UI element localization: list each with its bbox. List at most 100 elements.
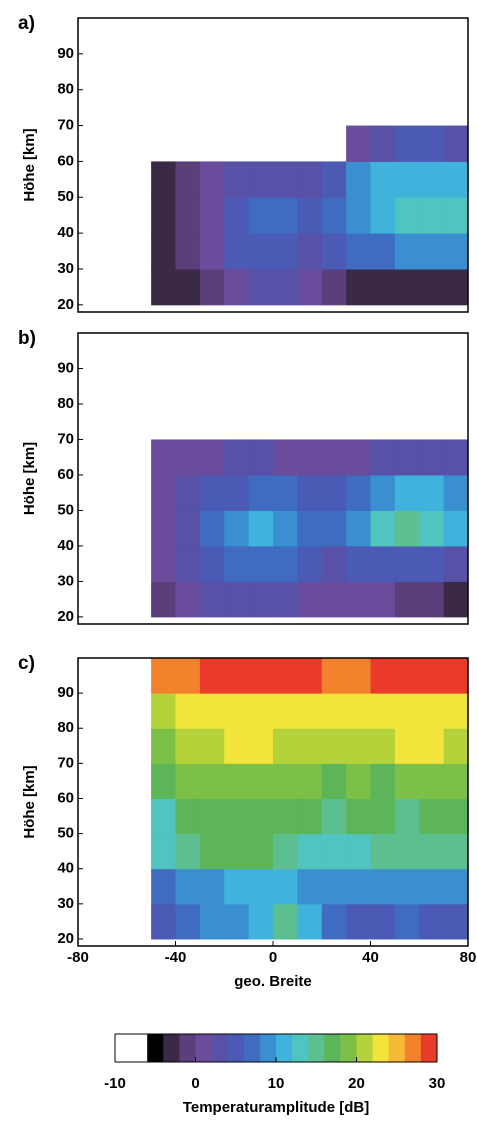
colorbar-tick-label: -10 bbox=[104, 1075, 126, 1092]
x-axis-label: geo. Breite bbox=[234, 973, 312, 990]
contour-cell bbox=[151, 658, 176, 694]
y-tick-label: 80 bbox=[57, 395, 74, 412]
contour-cell bbox=[175, 728, 201, 764]
contour-cell bbox=[175, 161, 201, 198]
contour-cell bbox=[224, 798, 250, 835]
contour-cell bbox=[151, 903, 176, 940]
contour-cell bbox=[443, 763, 469, 799]
contour-cell bbox=[151, 197, 176, 234]
x-tick-label: 40 bbox=[362, 949, 379, 966]
contour-cell bbox=[419, 545, 445, 582]
x-tick-label: 0 bbox=[269, 949, 277, 966]
contour-cell bbox=[297, 161, 323, 198]
colorbar-label: Temperaturamplitude [dB] bbox=[183, 1099, 369, 1116]
y-tick-label: 20 bbox=[57, 930, 74, 947]
panel-label: c) bbox=[18, 653, 35, 674]
colorbar-segment bbox=[259, 1034, 277, 1062]
x-tick-label: -40 bbox=[165, 949, 187, 966]
contour-cell bbox=[199, 268, 225, 306]
contour-cell bbox=[297, 833, 323, 870]
contour-cell bbox=[273, 903, 298, 940]
contour-cell bbox=[151, 233, 176, 270]
contour-cell bbox=[370, 868, 396, 905]
contour-cell bbox=[419, 439, 445, 476]
y-tick-label: 40 bbox=[57, 537, 74, 554]
contour-cell bbox=[151, 798, 176, 835]
contour-cell bbox=[394, 693, 420, 729]
y-tick-label: 60 bbox=[57, 789, 74, 806]
contour-cell bbox=[370, 545, 396, 582]
contour-cell bbox=[394, 798, 420, 835]
contour-cell bbox=[297, 868, 323, 905]
contour-cell bbox=[151, 868, 176, 905]
y-tick-label: 90 bbox=[57, 684, 74, 701]
contour-cell bbox=[248, 510, 274, 547]
colorbar-segment bbox=[404, 1034, 422, 1062]
contour-cell bbox=[248, 833, 274, 870]
contour-cell bbox=[394, 197, 420, 234]
contour-cell bbox=[419, 763, 445, 799]
contour-cell bbox=[321, 728, 347, 764]
panel-label: b) bbox=[18, 328, 36, 349]
contour-cell bbox=[370, 763, 396, 799]
contour-cell bbox=[419, 197, 445, 234]
contour-cell bbox=[321, 903, 347, 940]
panel-label: a) bbox=[18, 13, 35, 34]
y-axis-label: Höhe [km] bbox=[21, 765, 38, 838]
colorbar-segment bbox=[195, 1034, 212, 1062]
contour-cell bbox=[346, 868, 371, 905]
contour-cell bbox=[419, 268, 445, 306]
contour-cell bbox=[297, 545, 323, 582]
contour-cell bbox=[443, 798, 469, 835]
contour-cell bbox=[346, 439, 371, 476]
colorbar-segment bbox=[131, 1034, 148, 1062]
contour-cell bbox=[273, 161, 298, 198]
y-tick-label: 20 bbox=[57, 608, 74, 625]
contour-cell bbox=[419, 868, 445, 905]
y-tick-label: 60 bbox=[57, 152, 74, 169]
contour-cell bbox=[248, 474, 274, 511]
contour-cell bbox=[443, 268, 469, 306]
x-tick-label: 80 bbox=[460, 949, 477, 966]
y-tick-label: 30 bbox=[57, 260, 74, 277]
contour-cell bbox=[346, 510, 371, 547]
contour-cell bbox=[151, 510, 176, 547]
contour-cell bbox=[224, 693, 250, 729]
contour-cell bbox=[273, 197, 298, 234]
y-tick-label: 80 bbox=[57, 81, 74, 98]
contour-cell bbox=[370, 833, 396, 870]
contour-cell bbox=[273, 439, 298, 476]
contour-cell bbox=[394, 161, 420, 198]
y-tick-label: 30 bbox=[57, 895, 74, 912]
contour-cell bbox=[273, 268, 298, 306]
plot-frame bbox=[77, 332, 469, 625]
colorbar-segment bbox=[420, 1034, 438, 1062]
colorbar-segment bbox=[340, 1034, 357, 1062]
x-tick-label: -80 bbox=[67, 949, 89, 966]
y-axis-label: Höhe [km] bbox=[21, 128, 38, 201]
contour-cell bbox=[346, 474, 371, 511]
contour-cell bbox=[224, 763, 250, 799]
contour-cell bbox=[224, 833, 250, 870]
contour-cell bbox=[297, 903, 323, 940]
contour-cell bbox=[394, 439, 420, 476]
contour-cell bbox=[394, 581, 420, 618]
colorbar-segment bbox=[179, 1034, 196, 1062]
contour-cell bbox=[443, 545, 469, 582]
contour-cell bbox=[273, 693, 298, 729]
contour-cell bbox=[321, 868, 347, 905]
contour-cell bbox=[199, 233, 225, 270]
contour-cell bbox=[224, 161, 250, 198]
colorbar-segment bbox=[276, 1034, 293, 1062]
contour-cell bbox=[321, 268, 347, 306]
contour-cell bbox=[151, 728, 176, 764]
contour-cell bbox=[199, 868, 225, 905]
contour-cell bbox=[273, 233, 298, 270]
contour-cell bbox=[297, 728, 323, 764]
contour-cell bbox=[199, 197, 225, 234]
contour-cell bbox=[248, 268, 274, 306]
contour-cell bbox=[394, 510, 420, 547]
contour-cell bbox=[443, 728, 469, 764]
y-tick-label: 40 bbox=[57, 860, 74, 877]
contour-cell bbox=[199, 545, 225, 582]
